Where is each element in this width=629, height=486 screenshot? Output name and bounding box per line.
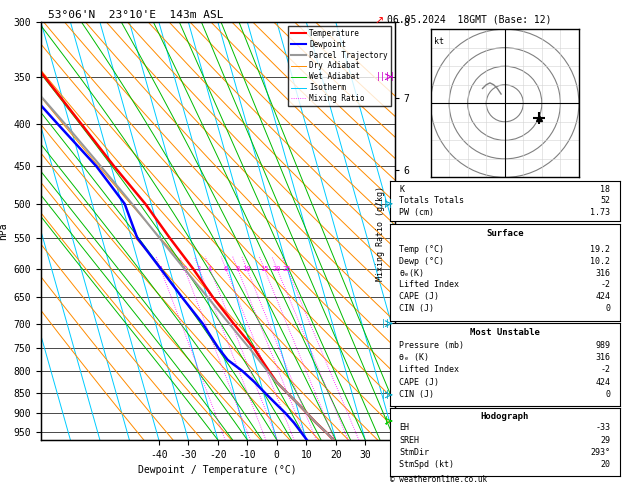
Text: EH: EH xyxy=(399,423,409,432)
Text: kt: kt xyxy=(435,36,444,46)
Text: 6: 6 xyxy=(224,266,228,272)
Text: 20: 20 xyxy=(601,460,610,469)
Text: LCL: LCL xyxy=(399,395,414,404)
Text: 10: 10 xyxy=(243,266,251,272)
Text: 424: 424 xyxy=(596,292,610,301)
Text: CAPE (J): CAPE (J) xyxy=(399,378,439,386)
Text: 19.2: 19.2 xyxy=(591,245,610,254)
Text: © weatheronline.co.uk: © weatheronline.co.uk xyxy=(390,474,487,484)
Text: 18: 18 xyxy=(601,185,610,194)
Text: -2: -2 xyxy=(601,280,610,290)
Text: θₑ (K): θₑ (K) xyxy=(399,353,429,363)
Text: -2: -2 xyxy=(601,365,610,375)
Text: 25: 25 xyxy=(283,266,291,272)
Text: 0: 0 xyxy=(605,304,610,313)
Text: -33: -33 xyxy=(596,423,610,432)
Text: Mixing Ratio (g/kg): Mixing Ratio (g/kg) xyxy=(376,186,385,281)
Text: 1: 1 xyxy=(159,266,163,272)
Text: Surface: Surface xyxy=(486,229,523,239)
Text: 15: 15 xyxy=(260,266,269,272)
Text: 989: 989 xyxy=(596,341,610,350)
Text: 316: 316 xyxy=(596,269,610,278)
Text: Lifted Index: Lifted Index xyxy=(399,365,459,375)
Text: 0: 0 xyxy=(605,390,610,399)
Text: CAPE (J): CAPE (J) xyxy=(399,292,439,301)
Text: Temp (°C): Temp (°C) xyxy=(399,245,444,254)
Text: |||: ||| xyxy=(379,199,394,208)
Text: 3: 3 xyxy=(197,266,201,272)
Text: 8: 8 xyxy=(235,266,240,272)
Text: 10.2: 10.2 xyxy=(591,257,610,266)
Text: K: K xyxy=(399,185,404,194)
X-axis label: Dewpoint / Temperature (°C): Dewpoint / Temperature (°C) xyxy=(138,465,297,475)
Text: ↗: ↗ xyxy=(374,17,384,27)
Text: 52: 52 xyxy=(601,196,610,205)
Text: ||: || xyxy=(381,390,391,399)
Text: 293°: 293° xyxy=(591,448,610,457)
Text: 53°06'N  23°10'E  143m ASL: 53°06'N 23°10'E 143m ASL xyxy=(48,10,223,20)
Legend: Temperature, Dewpoint, Parcel Trajectory, Dry Adiabat, Wet Adiabat, Isotherm, Mi: Temperature, Dewpoint, Parcel Trajectory… xyxy=(288,26,391,106)
Text: θₑ(K): θₑ(K) xyxy=(399,269,424,278)
Text: CIN (J): CIN (J) xyxy=(399,390,434,399)
Text: 4: 4 xyxy=(208,266,212,272)
Text: StmDir: StmDir xyxy=(399,448,429,457)
Text: Dewp (°C): Dewp (°C) xyxy=(399,257,444,266)
Text: 2: 2 xyxy=(182,266,187,272)
Text: 06.05.2024  18GMT (Base: 12): 06.05.2024 18GMT (Base: 12) xyxy=(387,15,552,25)
Text: |: | xyxy=(384,417,389,425)
Y-axis label: km
ASL: km ASL xyxy=(413,231,429,250)
Text: 316: 316 xyxy=(596,353,610,363)
Text: CIN (J): CIN (J) xyxy=(399,304,434,313)
Text: 29: 29 xyxy=(601,435,610,445)
Y-axis label: hPa: hPa xyxy=(0,222,8,240)
Text: 1.73: 1.73 xyxy=(591,208,610,217)
Text: 424: 424 xyxy=(596,378,610,386)
Text: Totals Totals: Totals Totals xyxy=(399,196,464,205)
Text: Pressure (mb): Pressure (mb) xyxy=(399,341,464,350)
Text: Lifted Index: Lifted Index xyxy=(399,280,459,290)
Text: PW (cm): PW (cm) xyxy=(399,208,434,217)
Text: StmSpd (kt): StmSpd (kt) xyxy=(399,460,454,469)
Text: 20: 20 xyxy=(273,266,281,272)
Text: ||: || xyxy=(381,319,391,328)
Text: Hodograph: Hodograph xyxy=(481,412,529,421)
Text: ||||: |||| xyxy=(376,72,396,81)
Text: SREH: SREH xyxy=(399,435,419,445)
Text: Most Unstable: Most Unstable xyxy=(470,328,540,337)
